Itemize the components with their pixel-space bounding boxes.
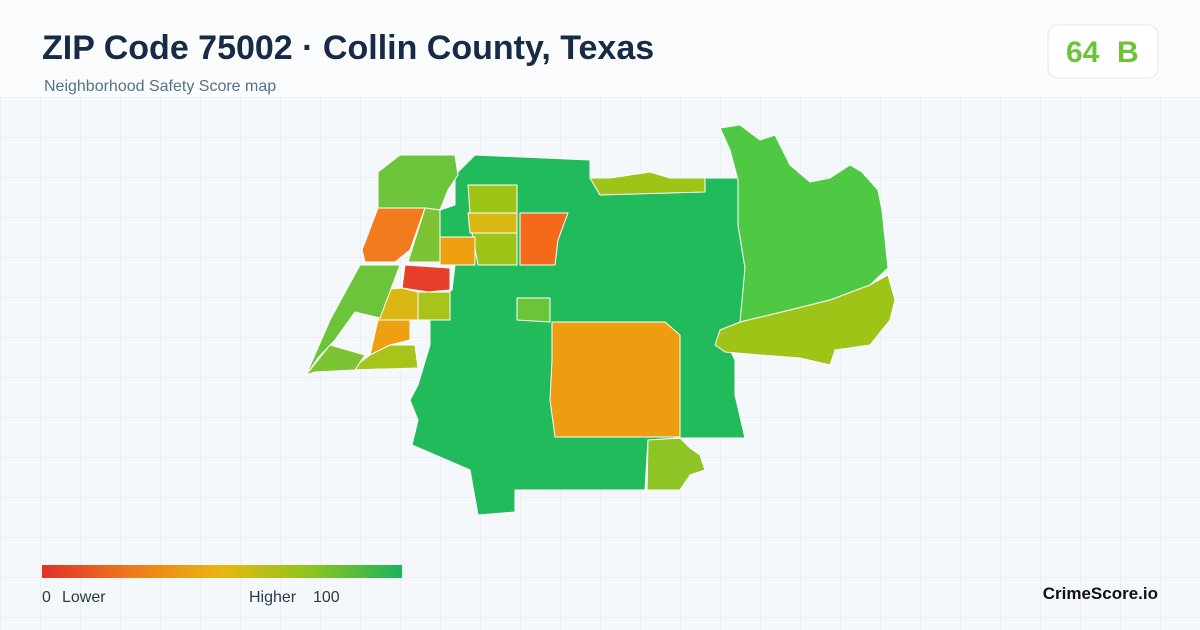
brand: CrimeScore.io [1043,584,1158,603]
region [471,232,518,266]
legend-scale [42,565,402,578]
legend-max: 100 [313,589,340,606]
region [305,264,401,376]
region [439,236,476,266]
region [407,207,441,263]
region [467,184,518,214]
score-badge [1047,24,1159,79]
score-grade: B [1117,36,1139,69]
legend-min: 0 [42,589,51,606]
region [516,297,551,323]
region [369,319,411,356]
region [589,171,706,196]
region [549,321,681,438]
region [401,264,451,293]
score-value: 64 [1066,36,1100,69]
region [417,291,451,321]
title: ZIP Code 75002 · Collin County, Texas [42,29,654,67]
header-band [0,0,1200,97]
region [467,212,518,234]
legend-min-label: Lower [62,589,106,606]
legend-max-label: Higher [249,589,297,606]
region [305,344,366,376]
region [719,124,889,323]
region [519,212,569,266]
zip-map [305,124,896,516]
region [377,154,459,211]
subtitle: Neighborhood Safety Score map [44,78,276,95]
region [646,437,706,491]
region [714,274,896,366]
